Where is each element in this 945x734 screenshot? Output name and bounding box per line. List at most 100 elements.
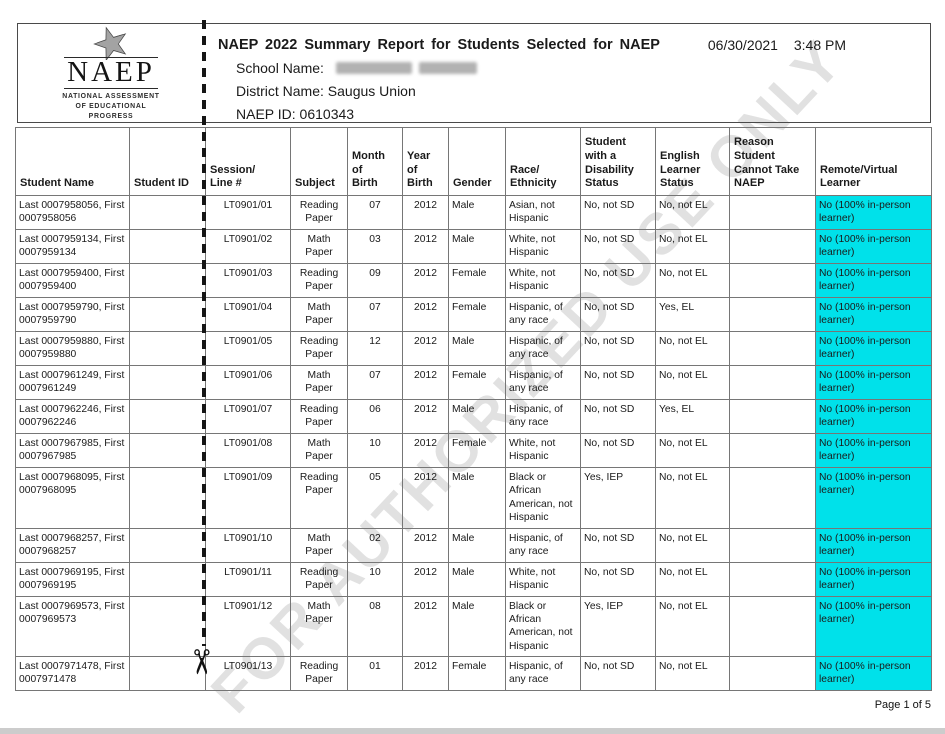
cell-reason <box>729 467 816 529</box>
cell-session: LT0901/04 <box>205 297 291 332</box>
cell-reason <box>729 656 816 691</box>
report-header: NAEP NATIONAL ASSESSMENT OF EDUCATIONAL … <box>17 23 931 123</box>
cell-gender: Male <box>448 195 506 230</box>
table-row: Last 0007959880, First 0007959880 LT0901/… <box>15 331 932 366</box>
cell-sd: No, not SD <box>580 433 656 468</box>
cell-remote: No (100% in-person learner) <box>815 331 932 366</box>
cell-session: LT0901/08 <box>205 433 291 468</box>
cell-reason <box>729 399 816 434</box>
cell-subject: Reading Paper <box>290 399 348 434</box>
cell-remote: No (100% in-person learner) <box>815 467 932 529</box>
report-time: 3:48 PM <box>793 37 846 53</box>
cell-name: Last 0007962246, First 0007962246 <box>15 399 130 434</box>
cell-race: Hispanic, of any race <box>505 331 581 366</box>
report-date: 06/30/2021 <box>707 37 778 53</box>
column-header-gender: Gender <box>448 127 506 196</box>
cell-race: Hispanic, of any race <box>505 365 581 400</box>
cell-gender: Female <box>448 365 506 400</box>
cell-session: LT0901/10 <box>205 527 291 563</box>
table-row: Last 0007968095, First 0007968095 LT0901/… <box>15 467 932 529</box>
cell-reason <box>729 195 816 230</box>
cell-race: Black or African American, not Hispanic <box>505 467 581 529</box>
cell-sd: No, not SD <box>580 331 656 366</box>
report-datetime: 06/30/2021 3:48 PM <box>708 37 846 53</box>
column-header-el: English Learner Status <box>655 127 730 196</box>
cell-el: No, not EL <box>655 365 730 400</box>
cell-id <box>129 195 206 230</box>
cell-race: Black or African American, not Hispanic <box>505 595 581 657</box>
cell-race: Hispanic, of any race <box>505 527 581 563</box>
cell-year: 2012 <box>402 527 449 563</box>
cell-subject: Math Paper <box>290 297 348 332</box>
cell-month: 01 <box>347 656 403 691</box>
cell-remote: No (100% in-person learner) <box>815 527 932 563</box>
cell-subject: Reading Paper <box>290 263 348 298</box>
table-row: Last 0007959134, First 0007959134 LT0901/… <box>15 229 932 264</box>
cell-remote: No (100% in-person learner) <box>815 263 932 298</box>
district-name-label: District Name: <box>236 83 324 100</box>
cell-month: 03 <box>347 229 403 264</box>
cell-reason <box>729 527 816 563</box>
cell-year: 2012 <box>402 561 449 597</box>
cell-sd: No, not SD <box>580 263 656 298</box>
table-row: Last 0007962246, First 0007962246 LT0901/… <box>15 399 932 434</box>
cell-el: No, not EL <box>655 595 730 657</box>
cell-subject: Reading Paper <box>290 656 348 691</box>
cell-subject: Math Paper <box>290 229 348 264</box>
cell-gender: Male <box>448 595 506 657</box>
cell-name: Last 0007967985, First 0007967985 <box>15 433 130 468</box>
cell-name: Last 0007971478, First 0007971478 <box>15 656 130 691</box>
cell-name: Last 0007969195, First 0007969195 <box>15 561 130 597</box>
cell-reason <box>729 229 816 264</box>
cell-sd: No, not SD <box>580 656 656 691</box>
cell-subject: Math Paper <box>290 365 348 400</box>
column-header-reason: Reason Student Cannot Take NAEP <box>729 127 816 196</box>
cell-sd: No, not SD <box>580 561 656 597</box>
cell-el: No, not EL <box>655 527 730 563</box>
cut-line <box>202 20 206 646</box>
cell-gender: Female <box>448 433 506 468</box>
column-header-id: Student ID <box>129 127 206 196</box>
column-header-year: Year of Birth <box>402 127 449 196</box>
cell-id <box>129 561 206 597</box>
cell-gender: Male <box>448 331 506 366</box>
cell-reason <box>729 365 816 400</box>
cell-el: No, not EL <box>655 229 730 264</box>
cell-gender: Male <box>448 467 506 529</box>
cell-year: 2012 <box>402 365 449 400</box>
window-bottom-edge <box>0 728 945 734</box>
cell-month: 10 <box>347 433 403 468</box>
logo-acronym: NAEP <box>64 57 158 89</box>
cell-id <box>129 365 206 400</box>
naep-id-value: 0610343 <box>299 105 355 122</box>
cell-race: Hispanic, of any race <box>505 656 581 691</box>
table-row: Last 0007958056, First 0007958056 LT0901/… <box>15 195 932 230</box>
school-name-redacted <box>335 61 484 77</box>
cell-session: LT0901/13 <box>205 656 291 691</box>
column-header-subject: Subject <box>290 127 348 196</box>
column-header-session: Session/ Line # <box>205 127 291 196</box>
table-row: Last 0007967985, First 0007967985 LT0901/… <box>15 433 932 468</box>
table-row: Last 0007971478, First 0007971478 LT0901/… <box>15 656 932 691</box>
column-header-remote: Remote/Virtual Learner <box>815 127 932 196</box>
district-name-value: Saugus Union <box>327 83 416 100</box>
cell-session: LT0901/05 <box>205 331 291 366</box>
cell-session: LT0901/02 <box>205 229 291 264</box>
cell-subject: Reading Paper <box>290 561 348 597</box>
cell-id <box>129 399 206 434</box>
cell-el: No, not EL <box>655 656 730 691</box>
cell-id <box>129 297 206 332</box>
cell-remote: No (100% in-person learner) <box>815 595 932 657</box>
cell-gender: Male <box>448 399 506 434</box>
district-name-line: District Name: Saugus Union <box>218 83 916 99</box>
cell-sd: No, not SD <box>580 195 656 230</box>
cell-race: White, not Hispanic <box>505 433 581 468</box>
cell-sd: No, not SD <box>580 229 656 264</box>
cell-el: No, not EL <box>655 195 730 230</box>
cell-race: White, not Hispanic <box>505 561 581 597</box>
cell-year: 2012 <box>402 433 449 468</box>
cell-reason <box>729 561 816 597</box>
cell-reason <box>729 331 816 366</box>
cell-year: 2012 <box>402 331 449 366</box>
